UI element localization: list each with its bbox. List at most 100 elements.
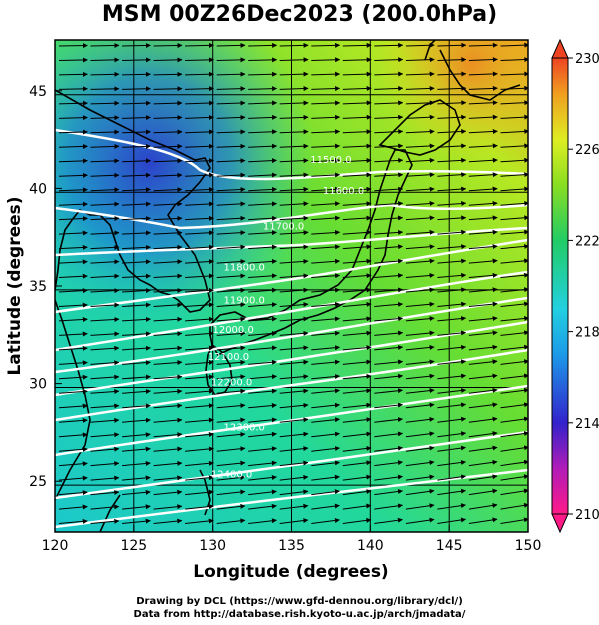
wind-arrow xyxy=(342,287,372,293)
wind-arrow xyxy=(58,302,88,308)
wind-arrow xyxy=(279,129,309,135)
wind-arrow xyxy=(311,330,340,336)
wind-arrow xyxy=(185,259,214,265)
wind-arrow xyxy=(468,157,498,163)
wind-arrow xyxy=(437,373,467,380)
wind-arrow xyxy=(468,85,498,91)
y-tick-label: 25 xyxy=(29,474,47,490)
wind-arrow xyxy=(437,402,467,409)
wind-arrow xyxy=(58,389,88,395)
wind-arrow xyxy=(216,273,246,279)
wind-arrow xyxy=(342,330,372,336)
wind-arrow xyxy=(58,317,88,323)
wind-arrow xyxy=(58,259,88,265)
wind-arrow xyxy=(468,272,498,278)
wind-arrow xyxy=(311,258,341,264)
wind-arrow xyxy=(90,345,120,351)
wind-arrow xyxy=(374,359,404,365)
wind-arrow xyxy=(122,57,151,63)
wind-arrow xyxy=(342,143,372,149)
wind-arrow xyxy=(342,172,372,178)
wind-arrow xyxy=(122,388,151,394)
wind-arrow xyxy=(405,316,435,322)
wind-arrow xyxy=(153,475,183,481)
wind-arrow xyxy=(468,503,498,510)
wind-arrow xyxy=(153,42,183,48)
wind-arrow xyxy=(311,114,341,120)
wind-arrow xyxy=(216,316,246,322)
x-axis-title: Longitude (degrees) xyxy=(193,562,388,582)
wind-arrow xyxy=(279,273,309,279)
wind-arrow xyxy=(279,230,309,236)
wind-arrow xyxy=(90,244,120,250)
wind-arrow xyxy=(311,287,341,293)
wind-arrow xyxy=(437,460,466,467)
wind-arrow xyxy=(248,503,277,510)
wind-arrow xyxy=(153,201,183,207)
wind-arrow xyxy=(153,158,183,164)
wind-arrow xyxy=(342,100,372,106)
wind-arrow xyxy=(58,100,88,106)
wind-arrow xyxy=(216,201,246,207)
wind-arrow xyxy=(248,71,278,77)
wind-arrow xyxy=(216,172,246,178)
wind-arrow xyxy=(122,489,151,496)
wind-arrow xyxy=(122,244,151,250)
wind-arrow xyxy=(58,273,88,279)
wind-arrow xyxy=(279,359,309,365)
wind-arrow xyxy=(216,518,246,524)
wind-arrow xyxy=(374,244,404,250)
wind-arrow xyxy=(185,230,214,236)
wind-arrow xyxy=(500,373,528,380)
wind-arrow xyxy=(405,100,435,106)
wind-arrow xyxy=(342,445,372,452)
wind-arrow xyxy=(216,42,246,48)
wind-arrow xyxy=(216,503,246,510)
wind-arrow xyxy=(153,403,183,409)
wind-arrow xyxy=(58,360,88,366)
wind-arrow xyxy=(90,331,120,337)
wind-arrow xyxy=(216,374,246,380)
x-tick-label: 125 xyxy=(120,538,147,554)
wind-arrow xyxy=(342,244,372,250)
wind-arrow xyxy=(374,431,403,438)
wind-arrow xyxy=(58,475,88,481)
wind-arrow xyxy=(58,288,88,294)
wind-arrow xyxy=(185,114,214,120)
wind-arrow xyxy=(468,330,498,336)
wind-arrow xyxy=(90,389,120,395)
wind-arrow xyxy=(468,71,498,77)
wind-arrow xyxy=(185,187,214,193)
wind-arrow xyxy=(374,388,403,394)
wind-arrow xyxy=(437,143,467,149)
wind-arrow xyxy=(122,100,151,106)
wind-arrow xyxy=(90,172,120,178)
wind-arrow xyxy=(374,517,403,524)
wind-arrow xyxy=(342,215,372,221)
wind-arrow xyxy=(153,489,183,496)
contour-label: 11500.0 xyxy=(310,155,351,166)
y-tick-label: 40 xyxy=(29,181,47,197)
wind-arrow xyxy=(122,158,151,164)
wind-arrow xyxy=(500,128,528,134)
wind-arrow xyxy=(374,258,404,264)
wind-arrow xyxy=(279,518,309,524)
wind-arrow xyxy=(122,216,151,222)
wind-arrow xyxy=(216,287,246,293)
wind-arrow xyxy=(185,215,214,221)
wind-arrow xyxy=(216,460,246,467)
wind-arrow xyxy=(90,129,120,135)
wind-arrow xyxy=(374,273,404,279)
wind-arrow xyxy=(342,71,372,77)
wind-arrow xyxy=(185,287,214,293)
wind-arrow xyxy=(279,446,309,452)
wind-arrow xyxy=(216,359,246,365)
wind-arrow xyxy=(153,417,183,423)
wind-arrow xyxy=(279,302,309,308)
wind-arrow xyxy=(500,42,528,48)
wind-arrow xyxy=(122,288,151,294)
wind-arrow xyxy=(122,403,151,409)
y-axis-title: Latitude (degrees) xyxy=(5,196,25,375)
wind-arrow xyxy=(437,244,467,250)
wind-arrow xyxy=(279,186,309,192)
